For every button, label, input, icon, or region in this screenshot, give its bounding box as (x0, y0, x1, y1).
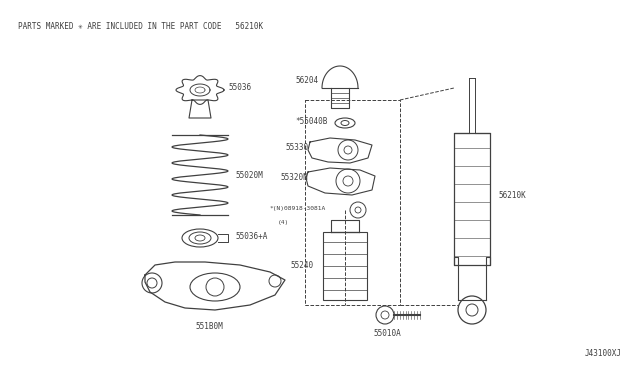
Text: (4): (4) (278, 219, 289, 224)
Text: 55010A: 55010A (373, 329, 401, 338)
Text: *(N)08918-3081A: *(N)08918-3081A (270, 205, 326, 211)
Text: 55240: 55240 (290, 262, 313, 270)
Text: 55330: 55330 (285, 142, 308, 151)
Text: 55036: 55036 (228, 83, 251, 92)
Text: 56210K: 56210K (498, 190, 525, 199)
Text: 551B0M: 551B0M (195, 322, 223, 331)
Text: 55020M: 55020M (235, 170, 263, 180)
Text: *55040B: *55040B (295, 116, 328, 125)
Text: PARTS MARKED ✳ ARE INCLUDED IN THE PART CODE   56210K: PARTS MARKED ✳ ARE INCLUDED IN THE PART … (18, 22, 263, 31)
Text: 55036+A: 55036+A (235, 231, 268, 241)
Text: 55320N: 55320N (280, 173, 308, 182)
Bar (454, 133, 490, 265)
Text: 56204: 56204 (295, 76, 318, 84)
Bar (323, 232, 367, 300)
Text: J43100XJ: J43100XJ (585, 349, 622, 358)
